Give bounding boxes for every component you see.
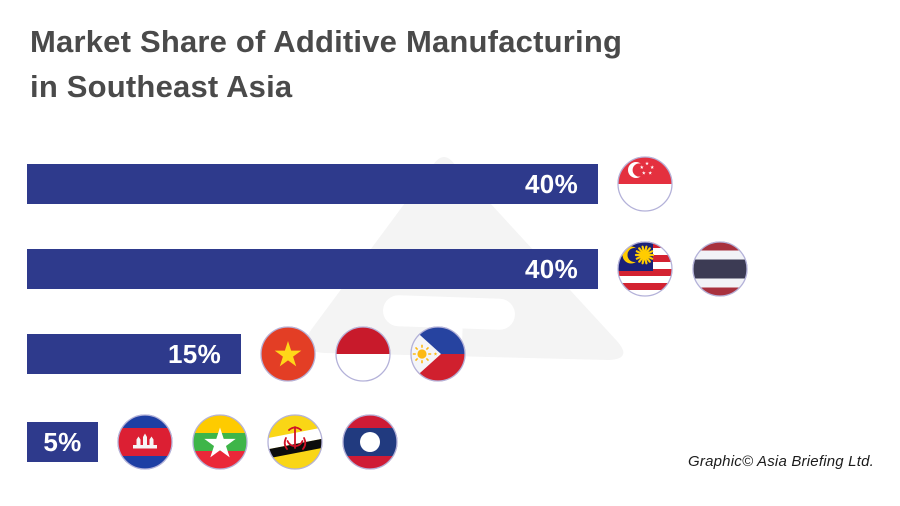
bar-malaysia-thailand: 40%: [27, 249, 598, 289]
indonesia-flag-icon: [335, 326, 391, 382]
bar-cambodia-myanmar-brunei-laos: 5%: [27, 422, 98, 462]
laos-flag-icon: [342, 414, 398, 470]
vietnam-flag-icon: [260, 326, 316, 382]
chart-row-malaysia-thailand: 40%: [27, 241, 748, 297]
bar-value-label: 15%: [168, 338, 221, 369]
malaysia-flag-icon: [617, 241, 673, 297]
brunei-flag-icon: [267, 414, 323, 470]
philippines-flag-icon: [410, 326, 466, 382]
bar-singapore: 40%: [27, 164, 598, 204]
chart-row-vietnam-indonesia-philippines: 15%: [27, 326, 466, 382]
cambodia-flag-icon: [117, 414, 173, 470]
thailand-flag-icon: [692, 241, 748, 297]
bar-value-label: 5%: [43, 426, 82, 457]
chart-row-cambodia-myanmar-brunei-laos: 5%: [27, 414, 398, 470]
chart-row-singapore: 40%: [27, 156, 673, 212]
chart-title: Market Share of Additive Manufacturing i…: [30, 20, 622, 110]
bar-value-label: 40%: [525, 253, 578, 284]
myanmar-flag-icon: [192, 414, 248, 470]
bar-vietnam-indonesia-philippines: 15%: [27, 334, 241, 374]
bar-value-label: 40%: [525, 168, 578, 199]
chart-title-line2: in Southeast Asia: [30, 68, 293, 104]
chart-title-line1: Market Share of Additive Manufacturing: [30, 24, 623, 59]
credit-text: Graphic© Asia Briefing Ltd.: [688, 453, 874, 470]
singapore-flag-icon: [617, 156, 673, 212]
